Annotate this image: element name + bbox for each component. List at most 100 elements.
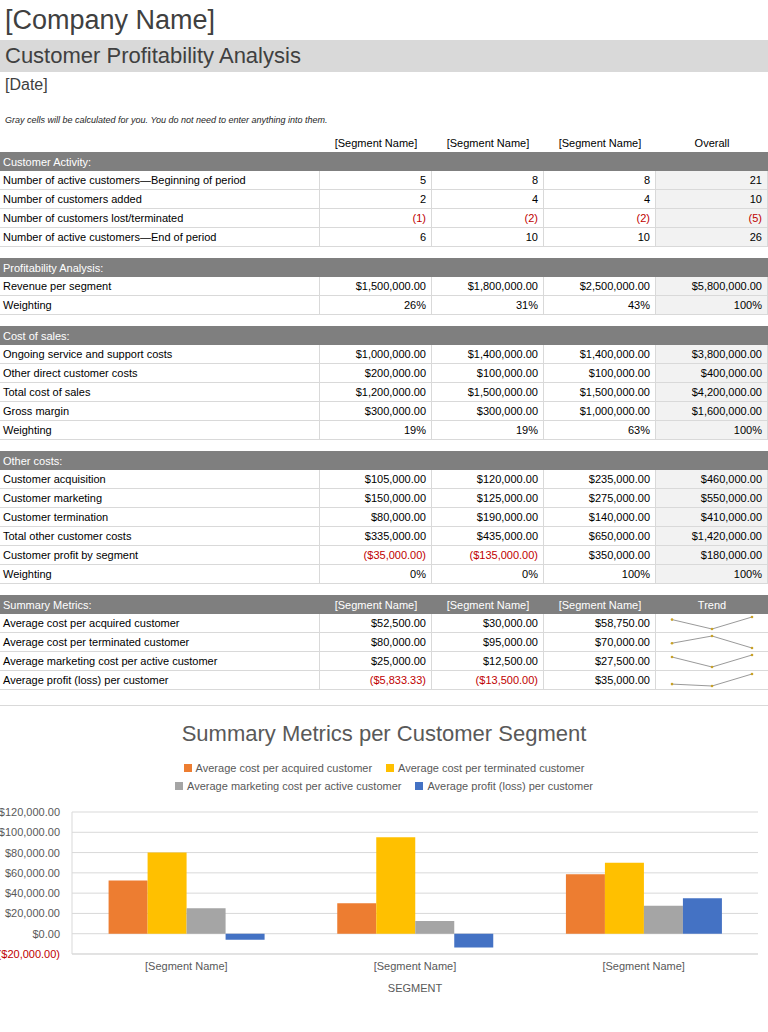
html-text:$460,000.00: $460,000.00	[700, 473, 762, 485]
html-text:(2): (2)	[524, 212, 538, 224]
html-text:[Segment Name]: [Segment Name]	[446, 137, 530, 149]
svg-text:$60,000.00: $60,000.00	[8, 867, 60, 879]
html-text:$435,000.00: $435,000.00	[476, 530, 538, 542]
html-text:$1,500,000.00: $1,500,000.00	[355, 280, 426, 292]
html-text:Other direct customer costs: Other direct customer costs	[3, 367, 138, 379]
html-text:$190,000.00: $190,000.00	[476, 511, 538, 523]
svg-text:[Segment Name]: [Segment Name]	[602, 960, 685, 972]
html-text:100%: 100%	[733, 424, 762, 436]
html-text:[Segment Name]: [Segment Name]	[334, 137, 418, 149]
html-text:$235,000.00: $235,000.00	[588, 473, 650, 485]
html-text:$410,000.00: $410,000.00	[700, 511, 762, 523]
html-text:$3,800,000.00: $3,800,000.00	[691, 348, 762, 360]
html-text:Gross margin: Gross margin	[3, 405, 69, 417]
svg-text:$120,000.00: $120,000.00	[8, 806, 60, 818]
html-text:$4,200,000.00: $4,200,000.00	[691, 386, 762, 398]
html-text:$1,400,000.00: $1,400,000.00	[467, 348, 538, 360]
html-text:$140,000.00: $140,000.00	[588, 511, 650, 523]
html-text:$1,000,000.00: $1,000,000.00	[579, 405, 650, 417]
html-text:[Segment Name]: [Segment Name]	[446, 598, 530, 611]
svg-text:[Segment Name]: [Segment Name]	[145, 960, 228, 972]
html-text:Total other customer costs: Total other customer costs	[3, 530, 132, 542]
html-text:19%: 19%	[516, 424, 538, 436]
html-text:Revenue per segment: Revenue per segment	[3, 280, 112, 292]
html-text:Total cost of sales: Total cost of sales	[3, 386, 91, 398]
html-text:[Company Name]: [Company Name]	[5, 5, 216, 35]
html-text:$125,000.00: $125,000.00	[476, 492, 538, 504]
html-text:$5,800,000.00: $5,800,000.00	[691, 280, 762, 292]
html-text:63%: 63%	[628, 424, 650, 436]
html-text:Trend: Trend	[697, 598, 727, 611]
svg-text:$0.00: $0.00	[32, 928, 60, 940]
html-text:Customer marketing: Customer marketing	[3, 492, 102, 504]
html-text:$1,420,000.00: $1,420,000.00	[691, 530, 762, 542]
html-text:Profitability Analysis:: Profitability Analysis:	[3, 261, 104, 274]
html-text:[Segment Name]: [Segment Name]	[558, 598, 642, 611]
html-text:43%: 43%	[628, 299, 650, 311]
html-text:$400,000.00: $400,000.00	[700, 367, 762, 379]
html-text:Weighting: Weighting	[3, 424, 52, 436]
html-text:Customer Profitability Analysi: Customer Profitability Analysis	[5, 43, 301, 68]
svg-text:$100,000.00: $100,000.00	[8, 826, 60, 838]
html-text:$1,800,000.00: $1,800,000.00	[467, 280, 538, 292]
html-text:$150,000.00: $150,000.00	[364, 492, 426, 504]
html-text:26%: 26%	[404, 299, 426, 311]
html-text:$1,000,000.00: $1,000,000.00	[355, 348, 426, 360]
html-text:$335,000.00: $335,000.00	[364, 530, 426, 542]
html-text:10: 10	[525, 231, 538, 243]
html-text:21: 21	[749, 174, 762, 186]
html-text:$80,000.00: $80,000.00	[370, 511, 426, 523]
html-text:$1,500,000.00: $1,500,000.00	[467, 386, 538, 398]
svg-text:$40,000.00: $40,000.00	[8, 887, 60, 899]
html-text:$300,000.00: $300,000.00	[476, 405, 538, 417]
svg-text:($20,000.00): ($20,000.00)	[8, 948, 60, 960]
html-text:$100,000.00: $100,000.00	[588, 367, 650, 379]
html-text:26: 26	[749, 231, 762, 243]
html-text:$200,000.00: $200,000.00	[364, 367, 426, 379]
html-text:Summary Metrics:: Summary Metrics:	[3, 598, 92, 611]
html-text:(1): (1)	[412, 212, 426, 224]
html-text:10: 10	[749, 193, 762, 205]
html-text:100%: 100%	[733, 299, 762, 311]
html-text:$550,000.00: $550,000.00	[700, 492, 762, 504]
html-text:Customer profit by segment: Customer profit by segment	[3, 549, 139, 561]
html-text:[Date]: [Date]	[5, 76, 48, 93]
html-text:Summary Metrics per Customer S: Summary Metrics per Customer Segment	[181, 721, 587, 746]
html-text:$1,400,000.00: $1,400,000.00	[579, 348, 650, 360]
html-text:Other costs:: Other costs:	[3, 454, 63, 467]
html-text:$1,200,000.00: $1,200,000.00	[355, 386, 426, 398]
html-text:$1,500,000.00: $1,500,000.00	[579, 386, 650, 398]
svg-text:$20,000.00: $20,000.00	[8, 907, 60, 919]
html-text:Weighting: Weighting	[3, 299, 52, 311]
html-text:$1,600,000.00: $1,600,000.00	[691, 405, 762, 417]
html-text:$120,000.00: $120,000.00	[476, 473, 538, 485]
html-text:$2,500,000.00: $2,500,000.00	[579, 280, 650, 292]
svg-text:SEGMENT: SEGMENT	[388, 982, 443, 994]
html-text:[Segment Name]: [Segment Name]	[334, 598, 418, 611]
html-text:[Segment Name]: [Segment Name]	[558, 137, 642, 149]
html-text:Overall: Overall	[694, 137, 730, 149]
html-text:Number of customers lost/termi: Number of customers lost/terminated	[3, 212, 184, 224]
svg-text:[Segment Name]: [Segment Name]	[374, 960, 457, 972]
html-text:Number of active customers—End: Number of active customers—End of period	[3, 231, 217, 243]
html-text:$105,000.00: $105,000.00	[364, 473, 426, 485]
svg-text:$80,000.00: $80,000.00	[8, 847, 60, 859]
html-text:Number of customers added: Number of customers added	[3, 193, 142, 205]
html-text:31%: 31%	[516, 299, 538, 311]
html-text:$650,000.00: $650,000.00	[588, 530, 650, 542]
html-text:10: 10	[637, 231, 650, 243]
html-text:Customer termination: Customer termination	[3, 511, 109, 523]
html-text:19%: 19%	[404, 424, 426, 436]
html-text:$300,000.00: $300,000.00	[364, 405, 426, 417]
html-text:(2): (2)	[636, 212, 650, 224]
html-text:Customer Activity:: Customer Activity:	[3, 155, 91, 168]
html-text:$100,000.00: $100,000.00	[476, 367, 538, 379]
html-text:Cost of sales:: Cost of sales:	[3, 329, 70, 342]
html-text:($35,000.00): ($35,000.00)	[363, 549, 426, 561]
html-text:($135,000.00): ($135,000.00)	[469, 549, 538, 561]
html-text:Customer acquisition: Customer acquisition	[3, 473, 106, 485]
html-text:(5): (5)	[748, 212, 762, 224]
html-text:Number of active customers—Beg: Number of active customers—Beginning of …	[3, 174, 246, 186]
html-text:Ongoing service and support co: Ongoing service and support costs	[3, 348, 173, 360]
html-text:$275,000.00: $275,000.00	[588, 492, 650, 504]
